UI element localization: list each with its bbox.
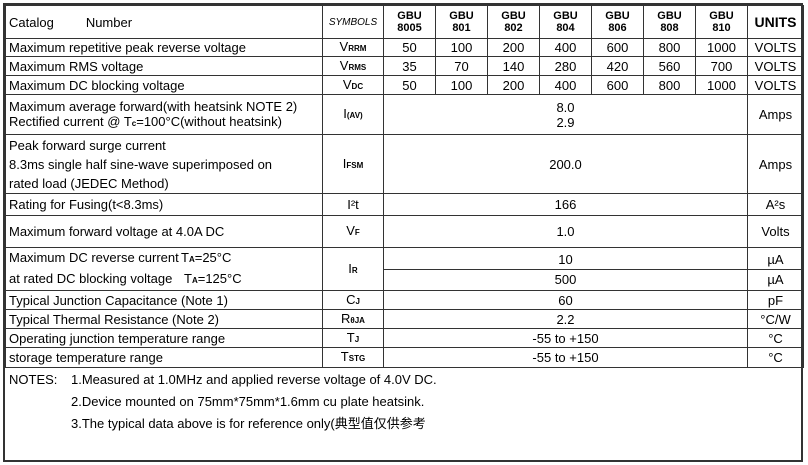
table-row: Peak forward surge current 8.3ms single h… [5,134,804,194]
param-label: Maximum forward voltage at 4.0A DC [5,215,323,248]
table-row: storage temperature range TSTG -55 to +1… [5,347,804,368]
note-3: 3.The typical data above is for referenc… [71,416,426,431]
model-804: GBU 804 [539,5,592,39]
spec-sheet: Catalog Number SYMBOLS GBU 8005 GBU 801 GBU… [3,3,804,462]
param-label: Peak forward surge current 8.3ms single h… [5,134,323,194]
symbol: IFSM [322,134,384,194]
notes-section: NOTES: 1.Measured at 1.0MHz and applied r… [9,369,437,435]
model-802: GBU 802 [487,5,540,39]
value: 35 [383,56,436,76]
value: 50 [383,38,436,57]
unit: VOLTS [747,38,804,57]
model-806: GBU 806 [591,5,644,39]
value: -55 to +150 [383,328,748,348]
value: 400 [539,75,592,95]
model-808: GBU 808 [643,5,696,39]
unit: pF [747,290,804,310]
electrical-characteristics-table: Catalog Number SYMBOLS GBU 8005 GBU 801 GBU… [5,5,804,368]
value: 1000 [695,75,748,95]
value: 100 [435,38,488,57]
value: 800 [643,75,696,95]
param-label: Maximum DC reverse current TA=25°C at rate… [5,247,323,291]
symbol: VF [322,215,384,248]
table-row: Typical Thermal Resistance (Note 2) RθJA… [5,309,804,329]
table-row: Rating for Fusing(t<8.3ms) I²t 166 A²s [5,193,804,216]
value: 50 [383,75,436,95]
value: 200.0 [383,134,748,194]
symbol: TJ [322,328,384,348]
header-row: Catalog Number SYMBOLS GBU 8005 GBU 801 GBU… [5,5,804,39]
unit: °C [747,328,804,348]
value: 8.0 2.9 [383,94,748,135]
value: 100 [435,75,488,95]
value: 420 [591,56,644,76]
symbols-header: SYMBOLS [322,5,384,39]
model-8005: GBU 8005 [383,5,436,39]
param-label: Typical Thermal Resistance (Note 2) [5,309,323,329]
symbol: TSTG [322,347,384,368]
symbol: I(AV) [322,94,384,135]
unit: VOLTS [747,75,804,95]
param-label: Operating junction temperature range [5,328,323,348]
table-row: Maximum repetitive peak reverse voltage … [5,38,804,57]
table-row: Maximum RMS voltage VRMS 35 70 140 280 420 56… [5,56,804,76]
units-header: UNITS [747,5,804,39]
table-row: Operating junction temperature range TJ … [5,328,804,348]
table-row: Maximum DC blocking voltage VDC 50 100 200… [5,75,804,95]
unit: VOLTS [747,56,804,76]
table-row: Maximum forward voltage at 4.0A DC VF 1.… [5,215,804,248]
unit: Amps [747,134,804,194]
value: 600 [591,38,644,57]
value: 60 [383,290,748,310]
value: 1000 [695,38,748,57]
symbol: VRRM [322,38,384,57]
param-label: Maximum repetitive peak reverse voltage [5,38,323,57]
value: 1.0 [383,215,748,248]
unit: Amps [747,94,804,135]
value: 600 [591,75,644,95]
param-label: storage temperature range [5,347,323,368]
unit: µA µA [747,247,804,291]
symbol: VRMS [322,56,384,76]
symbol: RθJA [322,309,384,329]
param-label: Rating for Fusing(t<8.3ms) [5,193,323,216]
symbol: I²t [322,193,384,216]
note-2: 2.Device mounted on 75mm*75mm*1.6mm cu p… [71,394,425,409]
value: 70 [435,56,488,76]
symbol: VDC [322,75,384,95]
note-1: NOTES: 1.Measured at 1.0MHz and applied r… [9,372,437,387]
unit: A²s [747,193,804,216]
symbol: IR [322,247,384,291]
table-row: Typical Junction Capacitance (Note 1) CJ… [5,290,804,310]
unit: °C [747,347,804,368]
value: -55 to +150 [383,347,748,368]
value: 700 [695,56,748,76]
value: 200 [487,38,540,57]
value: 166 [383,193,748,216]
table-row: Maximum average forward(with heatsink NO… [5,94,804,135]
value: 2.2 [383,309,748,329]
catalog-header: Catalog Number [5,5,323,39]
value: 800 [643,38,696,57]
symbol: CJ [322,290,384,310]
table-row: Maximum DC reverse current TA=25°C at rate… [5,247,804,291]
value: 10 500 [383,247,748,291]
param-label: Maximum DC blocking voltage [5,75,323,95]
value: 140 [487,56,540,76]
param-label: Maximum average forward(with heatsink NO… [5,94,323,135]
param-label: Maximum RMS voltage [5,56,323,76]
model-801: GBU 801 [435,5,488,39]
param-label: Typical Junction Capacitance (Note 1) [5,290,323,310]
value: 200 [487,75,540,95]
unit: °C/W [747,309,804,329]
value: 400 [539,38,592,57]
model-810: GBU 810 [695,5,748,39]
value: 560 [643,56,696,76]
value: 280 [539,56,592,76]
unit: Volts [747,215,804,248]
